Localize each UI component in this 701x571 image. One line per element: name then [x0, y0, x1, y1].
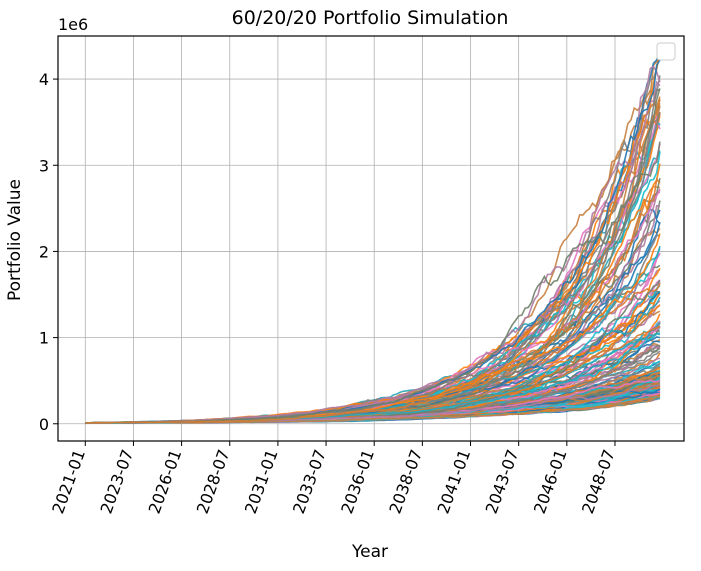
- y-tick-label-0: 0: [39, 415, 49, 434]
- legend-box: [656, 42, 676, 61]
- chart-title: 60/20/20 Portfolio Simulation: [232, 7, 509, 29]
- x-axis-label: Year: [351, 542, 388, 562]
- y-tick-label-2: 2: [39, 242, 49, 261]
- y-axis-label: Portfolio Value: [5, 179, 25, 301]
- y-tick-label-3: 3: [39, 156, 49, 175]
- series-line-199: [85, 177, 661, 424]
- y-offset-label: 1e6: [58, 15, 88, 34]
- y-tick-label-1: 1: [39, 329, 49, 348]
- y-tick-label-4: 4: [39, 70, 49, 89]
- plot-frame: [57, 35, 685, 442]
- series-group: [85, 50, 661, 424]
- y-axis-ticks: 0 1 2 3 4: [39, 70, 58, 434]
- grid: [58, 36, 684, 441]
